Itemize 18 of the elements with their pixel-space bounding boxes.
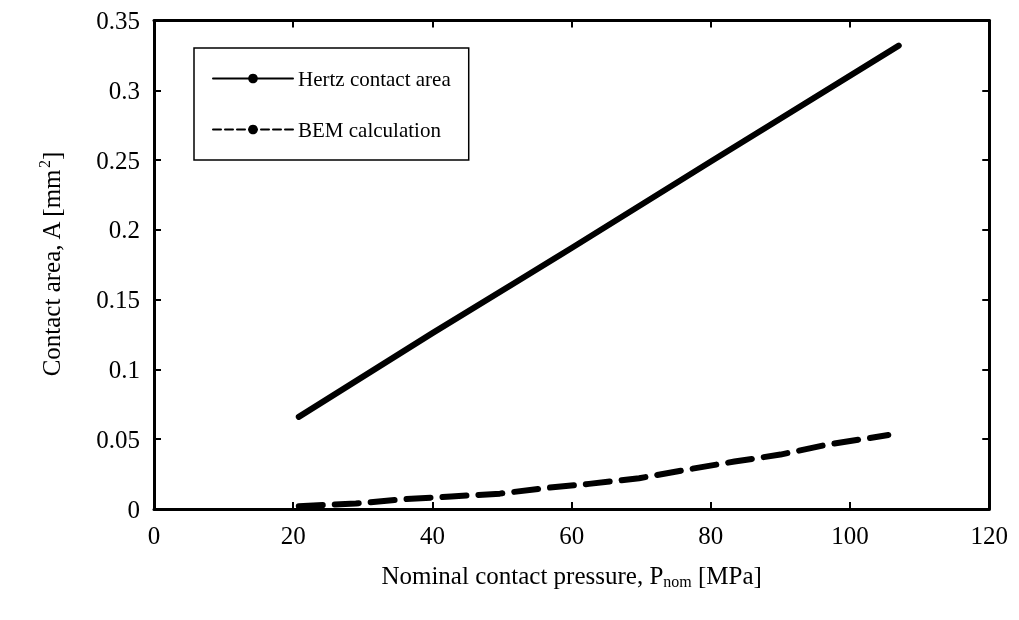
y-tick-label: 0.1	[108, 355, 140, 383]
x-tick-label: 40	[419, 522, 445, 549]
legend-label: Hertz contact area	[298, 66, 452, 91]
x-tick-label: 80	[698, 522, 724, 549]
y-tick-label: 0.25	[96, 146, 140, 174]
y-axis-title: Contact area, A [mm2]	[35, 151, 65, 377]
x-tick-label: 100	[831, 522, 869, 549]
y-tick-label: 0.15	[96, 286, 140, 314]
y-tick-label: 0.35	[96, 7, 140, 34]
y-tick-label: 0.05	[96, 425, 140, 453]
y-tick-label: 0.3	[108, 76, 140, 104]
y-tick-label: 0	[127, 495, 140, 523]
x-tick-label: 20	[280, 522, 306, 549]
x-tick-label: 120	[970, 522, 1008, 549]
legend-label: BEM calculation	[298, 117, 442, 142]
x-tick-label: 60	[559, 522, 585, 549]
y-tick-label: 0.2	[108, 216, 140, 244]
x-tick-label: 0	[147, 522, 161, 549]
